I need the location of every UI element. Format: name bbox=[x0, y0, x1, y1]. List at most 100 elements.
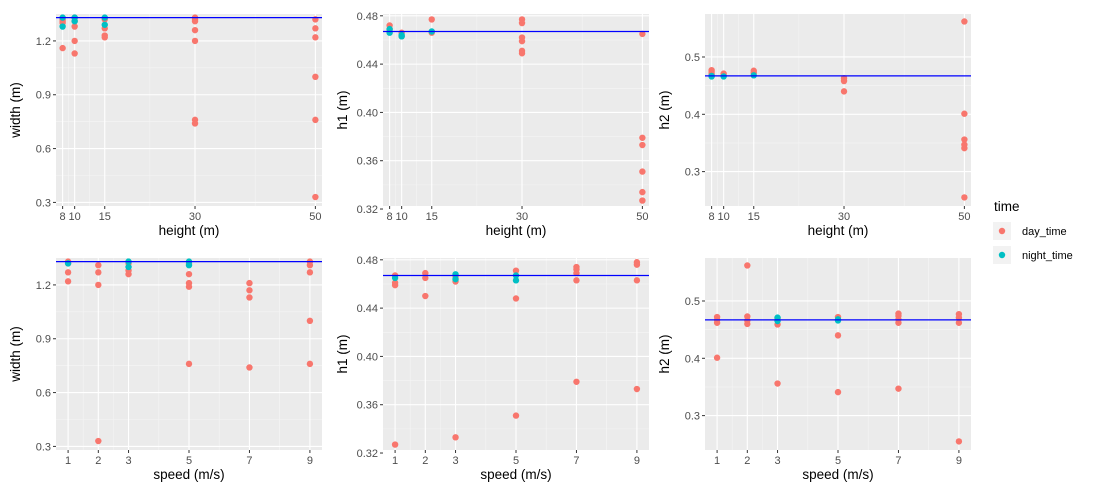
x-tick-label: 3 bbox=[125, 455, 131, 467]
x-tick-label: 7 bbox=[573, 455, 579, 467]
x-tick-label: 2 bbox=[422, 455, 428, 467]
y-tick-label: 0.32 bbox=[357, 448, 378, 460]
data-point-day-time bbox=[312, 116, 319, 124]
data-point-day-time bbox=[306, 261, 314, 269]
legend-label-night-time: night_time bbox=[1022, 250, 1073, 262]
data-point-day-time bbox=[633, 261, 641, 268]
x-axis-title: height (m) bbox=[159, 223, 220, 238]
data-point-day-time bbox=[633, 277, 641, 284]
y-tick-label: 0.32 bbox=[357, 204, 378, 216]
legend-title: time bbox=[994, 199, 1020, 214]
legend-label-day-time: day_time bbox=[1022, 226, 1067, 238]
data-point-day-time bbox=[713, 354, 721, 361]
data-point-day-time bbox=[306, 269, 314, 276]
data-point-day-time bbox=[191, 26, 199, 34]
data-point-day-time bbox=[961, 110, 968, 117]
data-point-day-time bbox=[834, 388, 842, 396]
data-point-day-time bbox=[955, 314, 963, 321]
data-point-day-time bbox=[71, 23, 78, 30]
x-tick-label: 7 bbox=[246, 455, 252, 467]
x-tick-label: 1 bbox=[392, 455, 398, 467]
x-tick-label: 3 bbox=[774, 455, 780, 467]
data-point-night-time bbox=[59, 23, 66, 30]
data-point-day-time bbox=[895, 319, 902, 326]
x-axis-title: speed (m/s) bbox=[802, 467, 873, 482]
data-point-day-time bbox=[744, 262, 751, 269]
data-point-day-time bbox=[312, 25, 319, 32]
data-point-day-time bbox=[246, 364, 253, 371]
data-point-day-time bbox=[95, 261, 102, 269]
y-tick-label: 0.48 bbox=[357, 11, 378, 23]
data-point-day-time bbox=[191, 120, 199, 127]
data-point-night-time bbox=[398, 33, 405, 40]
data-point-night-time bbox=[125, 263, 132, 271]
data-point-day-time bbox=[961, 136, 968, 143]
x-tick-label: 50 bbox=[309, 211, 321, 223]
y-tick-label: 0.3 bbox=[685, 167, 700, 179]
data-point-day-time bbox=[185, 283, 193, 290]
x-tick-label: 50 bbox=[636, 211, 648, 223]
y-tick-label: 0.6 bbox=[36, 388, 51, 400]
data-point-day-time bbox=[422, 292, 429, 300]
x-axis-title: height (m) bbox=[808, 223, 869, 238]
data-point-day-time bbox=[639, 141, 646, 149]
legend-swatch-night-time bbox=[998, 251, 1006, 259]
data-point-day-time bbox=[961, 194, 968, 201]
x-tick-label: 30 bbox=[189, 211, 201, 223]
data-point-day-time bbox=[639, 30, 646, 38]
data-point-day-time bbox=[95, 437, 102, 445]
legend-swatch-day-time bbox=[998, 227, 1006, 235]
data-point-day-time bbox=[452, 434, 459, 441]
data-point-day-time bbox=[95, 281, 102, 289]
y-tick-label: 0.9 bbox=[36, 334, 51, 346]
x-axis-title: speed (m/s) bbox=[480, 467, 551, 482]
data-point-day-time bbox=[573, 269, 580, 277]
data-point-day-time bbox=[633, 385, 641, 393]
data-point-night-time bbox=[71, 17, 78, 25]
x-tick-label: 30 bbox=[516, 211, 528, 223]
data-point-day-time bbox=[64, 269, 72, 276]
panel-background bbox=[56, 14, 322, 206]
data-point-day-time bbox=[422, 269, 429, 277]
data-point-day-time bbox=[191, 37, 199, 45]
data-point-day-time bbox=[512, 267, 520, 274]
y-axis-title: width (m) bbox=[8, 326, 23, 383]
legend: time day_time night_time bbox=[993, 199, 1073, 264]
x-tick-label: 1 bbox=[65, 455, 71, 467]
x-tick-label: 7 bbox=[895, 455, 901, 467]
legend-key-night-time: night_time bbox=[993, 246, 1073, 264]
y-axis-title: h2 (m) bbox=[657, 90, 672, 129]
data-point-day-time bbox=[834, 332, 842, 339]
x-tick-label: 50 bbox=[958, 211, 970, 223]
y-tick-label: 0.4 bbox=[685, 109, 700, 121]
x-tick-label: 10 bbox=[69, 211, 81, 223]
data-point-day-time bbox=[185, 270, 193, 278]
panel-background bbox=[383, 14, 649, 206]
data-point-day-time bbox=[422, 274, 429, 282]
y-tick-label: 0.3 bbox=[36, 197, 51, 209]
y-tick-label: 0.40 bbox=[357, 351, 378, 363]
x-tick-label: 8 bbox=[387, 211, 393, 223]
data-point-day-time bbox=[125, 270, 132, 278]
data-point-day-time bbox=[246, 287, 253, 294]
data-point-day-time bbox=[518, 37, 526, 45]
data-point-day-time bbox=[512, 295, 520, 302]
y-tick-label: 0.5 bbox=[685, 296, 700, 308]
y-tick-label: 0.6 bbox=[36, 144, 51, 156]
y-tick-label: 0.4 bbox=[685, 353, 700, 365]
data-point-night-time bbox=[391, 274, 399, 282]
y-tick-label: 0.48 bbox=[357, 255, 378, 267]
y-axis-title: width (m) bbox=[8, 82, 23, 139]
data-point-day-time bbox=[955, 438, 963, 445]
x-axis-title: speed (m/s) bbox=[153, 467, 224, 482]
x-tick-label: 10 bbox=[718, 211, 730, 223]
data-point-day-time bbox=[639, 197, 646, 204]
x-tick-label: 2 bbox=[95, 455, 101, 467]
data-point-day-time bbox=[573, 277, 580, 284]
data-point-day-time bbox=[774, 380, 781, 387]
data-point-day-time bbox=[312, 73, 319, 81]
legend-key-day-time: day_time bbox=[993, 222, 1067, 240]
y-tick-label: 0.3 bbox=[685, 411, 700, 423]
panel-6: 1 2 3 5 7 9 0.3 0.4 0.5 speed (m/s) h2 (m) bbox=[657, 258, 971, 482]
